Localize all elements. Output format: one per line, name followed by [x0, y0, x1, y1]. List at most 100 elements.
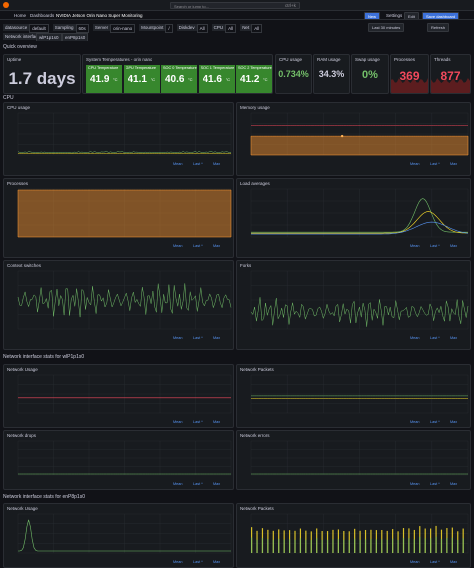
- graph-panel: Network Usage Mean Last * Max: [3, 503, 234, 568]
- legend-header: Mean: [173, 336, 183, 340]
- stat-value: 0.734%: [278, 69, 309, 79]
- variable-value[interactable]: enP8p1s0: [62, 33, 89, 41]
- bar: [310, 540, 312, 553]
- row-title[interactable]: Network interface stats for wlP1p1s0: [3, 354, 85, 360]
- graph-panel: CPU usage Mean Last * Max: [3, 102, 234, 176]
- legend-header: Last *: [193, 244, 203, 248]
- breadcrumb[interactable]: Home: [14, 13, 27, 18]
- bar: [321, 539, 323, 553]
- bar: [267, 539, 269, 553]
- variable-value[interactable]: 60s: [75, 24, 89, 33]
- temp-unit: °C: [225, 77, 231, 82]
- graph: [250, 188, 469, 238]
- legend-header: Mean: [173, 420, 183, 424]
- bar: [364, 539, 367, 553]
- breadcrumb[interactable]: Dashboards: [30, 13, 55, 18]
- legend-header: Mean: [173, 162, 183, 166]
- bar: [354, 538, 356, 553]
- temp-name: GPU Temperature: [125, 66, 157, 70]
- graph-panel: Network Packets Mean Last * Max: [236, 364, 471, 428]
- variable-value[interactable]: wlP1p1s0: [36, 33, 62, 41]
- panel-title: Network errors: [240, 433, 270, 438]
- stat-panel: Processes 369: [390, 54, 429, 94]
- breadcrumb-bar: Home Dashboards NVIDIA Jetson Orin Nano …: [0, 11, 474, 20]
- panel-title: Network Usage: [7, 367, 38, 372]
- bar: [435, 536, 437, 553]
- panel-title: Memory usage: [240, 105, 270, 110]
- legend-header: Last *: [430, 162, 440, 166]
- temp-value: 41.6: [202, 74, 222, 85]
- legend-header: Max: [450, 420, 458, 424]
- refresh-button[interactable]: Refresh: [427, 23, 450, 32]
- variable-value[interactable]: All: [251, 24, 263, 33]
- variable-value[interactable]: default: [29, 24, 49, 33]
- row-title[interactable]: Quick overview: [3, 44, 37, 50]
- bar: [278, 538, 280, 553]
- variable-value[interactable]: orin-nano: [110, 24, 136, 33]
- legend-header: Mean: [173, 482, 183, 486]
- bar: [440, 538, 443, 553]
- legend-header: Mean: [173, 560, 183, 564]
- stat-title: System Temperatures - orin nano: [86, 57, 153, 62]
- new-button[interactable]: New: [364, 12, 381, 19]
- variable-value[interactable]: All: [225, 24, 237, 33]
- graph-panel: Network Usage Mean Last * Max: [3, 364, 234, 428]
- graph-panel: Network errors Mean Last * Max: [236, 430, 471, 490]
- row-title[interactable]: CPU: [3, 95, 14, 101]
- graph-panel: Forks Mean Last * Max: [236, 260, 471, 350]
- row-title[interactable]: Network interface stats for enP8p1s0: [3, 494, 85, 500]
- settings-button[interactable]: Settings: [386, 13, 403, 18]
- stat-value: 369: [399, 69, 420, 83]
- legend-header: Last *: [193, 336, 203, 340]
- temp-tile: SOC 0 Temperature 40.6 °C: [161, 65, 197, 93]
- bar: [343, 539, 345, 553]
- bar: [375, 539, 377, 553]
- legend-header: Max: [450, 560, 458, 564]
- temp-name: CPU Temperature: [88, 66, 119, 70]
- temp-unit: °C: [188, 77, 193, 82]
- legend-header: Max: [213, 420, 221, 424]
- legend-header: Mean: [410, 420, 420, 424]
- panel-title: Network drops: [7, 433, 37, 438]
- search[interactable]: Search or jump to...: [170, 2, 300, 9]
- panel-title: Processes: [7, 181, 29, 186]
- temp-value: 40.6: [165, 74, 185, 85]
- legend-header: Mean: [410, 482, 420, 486]
- time-range[interactable]: Last 30 minutes: [368, 23, 405, 32]
- legend-header: Max: [450, 336, 458, 340]
- topbar: Search or jump to... ctrl+k: [0, 0, 474, 11]
- variable-label: Mountpoint: [139, 24, 166, 31]
- sparkline: [431, 77, 470, 93]
- temp-tile: GPU Temperature 41.1 °C: [123, 65, 160, 93]
- graph: [250, 440, 469, 476]
- hover-point: [340, 134, 344, 138]
- sparkline-area: [431, 77, 470, 93]
- legend-header: Last *: [193, 420, 203, 424]
- graph: [17, 374, 232, 414]
- variable-value[interactable]: /: [165, 24, 173, 33]
- temp-name: SOC 0 Temperature: [163, 66, 197, 70]
- logo[interactable]: [3, 2, 9, 8]
- save-button[interactable]: Save dashboard: [422, 12, 460, 19]
- temp-tile: SOC 1 Temperature 41.6 °C: [198, 65, 235, 93]
- stat-title: Uptime: [7, 57, 22, 62]
- temp-unit: °C: [150, 77, 156, 82]
- bar: [288, 539, 291, 553]
- series-line: [251, 211, 468, 234]
- temp-value: 41.1: [127, 74, 147, 85]
- bar: [462, 538, 464, 553]
- variable-value[interactable]: All: [196, 24, 208, 33]
- sparkline: [391, 77, 428, 93]
- stat-value: 1.7 days: [8, 69, 76, 88]
- bar: [294, 539, 296, 553]
- stat-title: CPU usage: [279, 57, 303, 62]
- bar: [348, 539, 350, 553]
- variable-label: Sampling: [52, 24, 76, 31]
- bar: [332, 539, 334, 553]
- edit-button[interactable]: Edit: [404, 12, 419, 19]
- bar: [419, 536, 421, 553]
- series-line: [17, 283, 232, 318]
- stat-panel: CPU usage 0.734%: [275, 54, 312, 94]
- legend-header: Mean: [410, 336, 420, 340]
